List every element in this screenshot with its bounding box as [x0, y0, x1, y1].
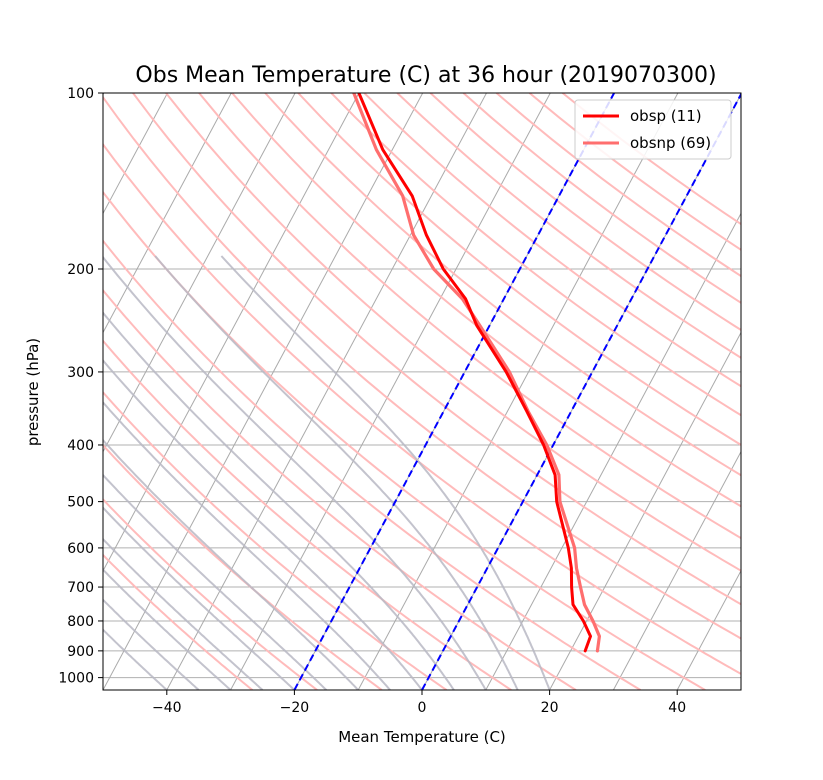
y-tick-label: 100	[67, 86, 94, 102]
y-tick-label: 600	[67, 541, 94, 557]
x-tick-label: 0	[418, 700, 427, 716]
x-tick-label: −40	[152, 700, 182, 716]
x-axis-label: Mean Temperature (C)	[338, 728, 506, 746]
y-axis-label: pressure (hPa)	[24, 338, 42, 446]
y-tick-label: 700	[67, 580, 94, 596]
x-tick-label: −20	[280, 700, 310, 716]
legend-label-obsnp: obsnp (69)	[630, 134, 711, 152]
legend: obsp (11) obsnp (69)	[575, 100, 731, 159]
y-tick-label: 200	[67, 262, 94, 278]
chart-title: Obs Mean Temperature (C) at 36 hour (201…	[135, 63, 716, 88]
y-tick-label: 300	[67, 365, 94, 381]
y-tick-label: 1000	[58, 671, 94, 687]
x-tick-label: 20	[541, 700, 559, 716]
y-tick-label: 500	[67, 495, 94, 511]
y-tick-label: 400	[67, 438, 94, 454]
legend-label-obsp: obsp (11)	[630, 107, 702, 125]
x-tick-label: 40	[668, 700, 686, 716]
y-tick-label: 800	[67, 614, 94, 630]
y-tick-label: 900	[67, 644, 94, 660]
